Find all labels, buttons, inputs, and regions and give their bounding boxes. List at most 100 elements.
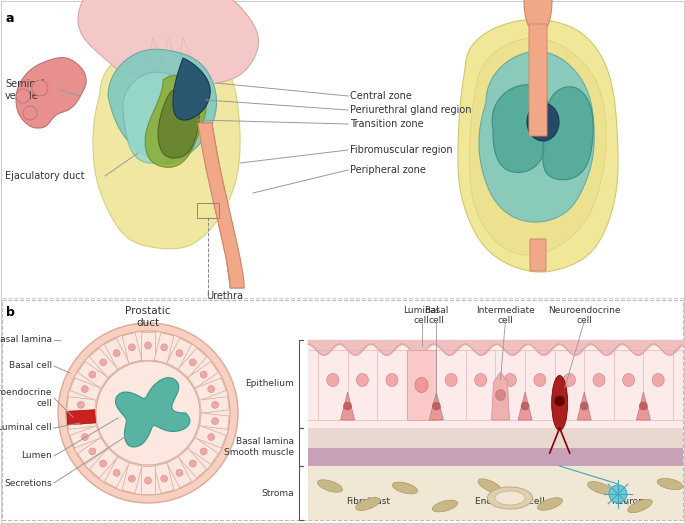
Ellipse shape [495, 491, 525, 505]
Text: Neuron: Neuron [612, 497, 645, 507]
Text: Lumen: Lumen [21, 452, 52, 461]
Text: Basal
cell: Basal cell [424, 306, 449, 325]
Ellipse shape [82, 433, 88, 441]
Ellipse shape [580, 402, 588, 410]
Polygon shape [340, 392, 355, 420]
Ellipse shape [386, 374, 398, 387]
Ellipse shape [564, 374, 575, 387]
Polygon shape [89, 448, 118, 478]
Ellipse shape [432, 500, 458, 512]
Text: Urethra: Urethra [206, 291, 243, 301]
Text: Prostatic
duct: Prostatic duct [125, 306, 171, 328]
Text: b: b [6, 306, 15, 319]
Ellipse shape [344, 402, 351, 410]
Polygon shape [105, 338, 129, 369]
Polygon shape [141, 332, 155, 360]
Ellipse shape [161, 475, 168, 482]
Bar [308, 448, 683, 466]
Bar [197, 203, 219, 218]
Ellipse shape [200, 371, 207, 378]
Polygon shape [108, 49, 216, 163]
Polygon shape [200, 413, 229, 429]
Polygon shape [543, 87, 593, 180]
Polygon shape [216, 213, 240, 258]
Ellipse shape [208, 433, 214, 441]
Polygon shape [518, 392, 532, 420]
Text: Endothelial cell: Endothelial cell [475, 497, 545, 507]
Ellipse shape [89, 371, 96, 378]
Polygon shape [226, 258, 244, 288]
Ellipse shape [356, 497, 380, 510]
Text: Neuroendocrine
cell: Neuroendocrine cell [549, 306, 621, 325]
Text: Basal lamina
Smooth muscle: Basal lamina Smooth muscle [224, 438, 294, 457]
Ellipse shape [100, 460, 107, 467]
Text: Fibromuscular region: Fibromuscular region [350, 145, 453, 155]
Ellipse shape [89, 448, 96, 455]
Ellipse shape [488, 487, 532, 509]
Ellipse shape [208, 386, 214, 392]
Ellipse shape [128, 475, 136, 482]
Text: Stroma: Stroma [262, 488, 294, 497]
Ellipse shape [521, 402, 529, 410]
Ellipse shape [128, 344, 136, 351]
Ellipse shape [212, 418, 219, 424]
Bar [308, 428, 683, 448]
Text: Intermediate
cell: Intermediate cell [476, 306, 535, 325]
Text: Luminal cell: Luminal cell [0, 423, 52, 432]
Text: Periurethral gland region: Periurethral gland region [350, 105, 471, 115]
Ellipse shape [145, 342, 151, 349]
Polygon shape [77, 438, 108, 464]
Text: Central zone: Central zone [350, 91, 412, 101]
Ellipse shape [113, 470, 120, 476]
Ellipse shape [534, 374, 546, 387]
Polygon shape [166, 457, 192, 488]
Circle shape [96, 361, 200, 465]
Polygon shape [70, 378, 101, 400]
Polygon shape [93, 46, 240, 249]
Circle shape [58, 323, 238, 503]
Text: Basal lamina: Basal lamina [0, 335, 52, 344]
Text: a: a [6, 12, 14, 25]
Polygon shape [122, 463, 142, 493]
Polygon shape [70, 425, 101, 448]
Polygon shape [492, 372, 510, 420]
Polygon shape [66, 410, 95, 425]
Ellipse shape [432, 402, 440, 410]
Polygon shape [429, 392, 443, 420]
Ellipse shape [495, 389, 506, 400]
Circle shape [66, 331, 230, 495]
Ellipse shape [82, 386, 88, 392]
Polygon shape [77, 362, 108, 388]
Polygon shape [141, 466, 155, 494]
Ellipse shape [200, 448, 207, 455]
Circle shape [32, 80, 48, 96]
Ellipse shape [212, 401, 219, 408]
Polygon shape [166, 338, 192, 369]
FancyBboxPatch shape [529, 24, 547, 136]
Polygon shape [178, 448, 207, 478]
Polygon shape [158, 88, 199, 158]
Ellipse shape [189, 460, 197, 467]
Polygon shape [123, 72, 192, 163]
Ellipse shape [393, 482, 418, 494]
Ellipse shape [176, 350, 183, 357]
Polygon shape [524, 0, 552, 31]
Ellipse shape [623, 374, 634, 387]
Polygon shape [154, 333, 174, 363]
Text: Fibroblast: Fibroblast [346, 497, 390, 507]
Ellipse shape [627, 499, 652, 512]
Ellipse shape [639, 402, 647, 410]
Ellipse shape [445, 374, 457, 387]
Polygon shape [67, 413, 96, 429]
Polygon shape [67, 397, 96, 413]
Ellipse shape [416, 374, 427, 387]
Polygon shape [195, 425, 226, 448]
Polygon shape [479, 51, 595, 222]
FancyBboxPatch shape [530, 239, 546, 271]
Polygon shape [188, 438, 219, 464]
Ellipse shape [327, 374, 339, 387]
Text: Epithelium: Epithelium [245, 379, 294, 388]
Ellipse shape [538, 498, 562, 510]
Bar [308, 340, 683, 428]
Polygon shape [188, 362, 219, 388]
